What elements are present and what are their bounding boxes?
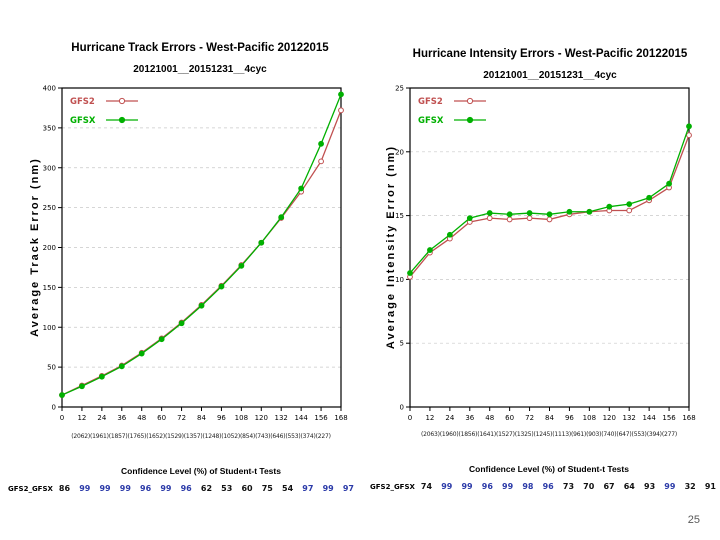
svg-text:156: 156 — [314, 414, 328, 422]
conf-value: 99 — [502, 482, 514, 491]
track-confidence-label: GFS2_GFSX — [8, 484, 53, 493]
conf-value: 67 — [603, 482, 615, 491]
conf-value: 99 — [160, 484, 172, 493]
conf-value: 99 — [461, 482, 473, 491]
svg-text:120: 120 — [255, 414, 268, 422]
conf-value: 60 — [241, 484, 253, 493]
conf-value: 97 — [342, 484, 354, 493]
track-confidence-row: GFS2_GFSX 86 99 99 99 96 99 96 62 53 60 75 54 97 99 97 — [8, 484, 354, 493]
conf-value: 96 — [180, 484, 192, 493]
svg-text:84: 84 — [545, 414, 554, 422]
svg-text:20: 20 — [395, 148, 404, 156]
intensity-sample-counts: (2063)(1960)(1856)(1641)(1527)(1325)(124… — [421, 431, 677, 438]
svg-text:150: 150 — [43, 284, 56, 292]
conf-value: 70 — [583, 482, 595, 491]
page-number: 25 — [687, 514, 700, 526]
svg-text:400: 400 — [43, 85, 56, 93]
conf-value: 32 — [684, 482, 696, 491]
svg-text:GFS2: GFS2 — [418, 97, 443, 107]
svg-text:36: 36 — [117, 414, 126, 422]
svg-text:48: 48 — [137, 414, 146, 422]
conf-value: 53 — [221, 484, 233, 493]
svg-text:0: 0 — [408, 414, 412, 422]
intensity-error-plot: 0 5 10 15 20 25 0 12 24 36 48 60 72 84 96 108 120 132 144 1… — [395, 85, 696, 423]
svg-text:48: 48 — [485, 414, 494, 422]
svg-text:144: 144 — [294, 414, 308, 422]
svg-text:96: 96 — [217, 414, 226, 422]
svg-text:0: 0 — [52, 404, 56, 412]
svg-text:250: 250 — [43, 204, 56, 212]
intensity-confidence-values: 74 99 99 96 99 98 96 73 70 67 64 93 99 32 91 — [421, 482, 716, 491]
svg-text:132: 132 — [275, 414, 288, 422]
conf-value: 98 — [522, 482, 534, 491]
conf-value: 91 — [704, 482, 716, 491]
svg-text:24: 24 — [445, 414, 454, 422]
conf-value: 74 — [420, 482, 433, 491]
intensity-chart-subtitle: 20121001__20151231__4cyc — [483, 70, 617, 81]
svg-text:0: 0 — [400, 404, 404, 412]
track-sample-counts: (2062)(1961)(1857)(1765)(1652)(1529)(135… — [71, 433, 331, 440]
intensity-confidence-row: GFS2_GFSX 74 99 99 96 99 98 96 73 70 67 64 93 99 32 91 — [370, 482, 716, 491]
conf-value: 54 — [282, 484, 294, 493]
track-error-plot: 0 50 100 150 200 250 300 350 400 0 12 24 36 48 60 72 84 9… — [43, 85, 348, 423]
conf-value: 75 — [261, 484, 273, 493]
svg-text:12: 12 — [425, 414, 434, 422]
svg-text:72: 72 — [177, 414, 186, 422]
svg-text:GFS2: GFS2 — [70, 97, 95, 107]
conf-value: 62 — [200, 484, 213, 493]
svg-text:100: 100 — [43, 324, 56, 332]
svg-text:12: 12 — [77, 414, 86, 422]
track-confidence-values: 86 99 99 99 96 99 96 62 53 60 75 54 97 99 97 — [59, 484, 354, 493]
conf-value: 86 — [58, 484, 71, 493]
conf-value: 99 — [79, 484, 91, 493]
track-y-axis-label: Average Track Error (nm) — [29, 157, 41, 337]
intensity-chart-title: Hurricane Intensity Errors - West-Pacifi… — [412, 48, 688, 60]
svg-text:0: 0 — [60, 414, 64, 422]
track-chart-title: Hurricane Track Errors - West-Pacific 20… — [71, 42, 329, 54]
track-chart-subtitle: 20121001__20151231__4cyc — [133, 64, 267, 75]
svg-text:156: 156 — [662, 414, 676, 422]
conf-value: 64 — [623, 482, 635, 491]
svg-text:96: 96 — [565, 414, 574, 422]
svg-text:25: 25 — [395, 85, 404, 93]
intensity-confidence-label: GFS2_GFSX — [370, 482, 415, 491]
conf-value: 99 — [99, 484, 111, 493]
svg-text:10: 10 — [395, 276, 404, 284]
svg-text:300: 300 — [43, 164, 56, 172]
svg-text:GFSX: GFSX — [418, 116, 444, 126]
svg-text:84: 84 — [197, 414, 206, 422]
svg-text:15: 15 — [395, 212, 404, 220]
conf-value: 99 — [322, 484, 334, 493]
conf-value: 97 — [302, 484, 314, 493]
svg-text:168: 168 — [334, 414, 347, 422]
svg-text:36: 36 — [465, 414, 474, 422]
svg-text:50: 50 — [47, 364, 56, 372]
intensity-confidence-title: Confidence Level (%) of Student-t Tests — [469, 464, 629, 474]
svg-text:60: 60 — [157, 414, 166, 422]
conf-value: 96 — [481, 482, 493, 491]
track-confidence-title: Confidence Level (%) of Student-t Tests — [121, 466, 281, 476]
svg-text:5: 5 — [400, 340, 404, 348]
svg-text:200: 200 — [43, 244, 56, 252]
svg-text:350: 350 — [43, 124, 56, 132]
svg-text:60: 60 — [505, 414, 514, 422]
conf-value: 96 — [140, 484, 152, 493]
svg-text:108: 108 — [235, 414, 248, 422]
conf-value: 73 — [562, 482, 575, 491]
svg-text:132: 132 — [623, 414, 636, 422]
svg-text:168: 168 — [682, 414, 695, 422]
conf-value: 96 — [542, 482, 554, 491]
conf-value: 99 — [664, 482, 676, 491]
svg-text:120: 120 — [603, 414, 616, 422]
conf-value: 99 — [441, 482, 453, 491]
svg-text:144: 144 — [642, 414, 656, 422]
conf-value: 99 — [119, 484, 131, 493]
svg-text:72: 72 — [525, 414, 534, 422]
svg-text:108: 108 — [583, 414, 596, 422]
svg-text:GFSX: GFSX — [70, 116, 96, 126]
conf-value: 93 — [644, 482, 656, 491]
svg-text:24: 24 — [97, 414, 106, 422]
